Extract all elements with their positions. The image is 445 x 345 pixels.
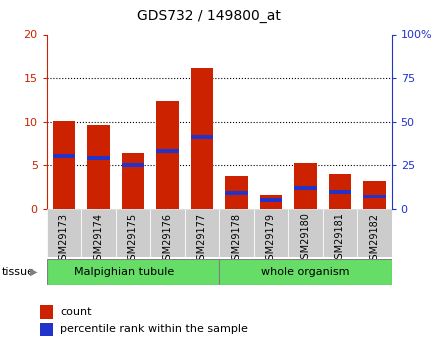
Bar xyxy=(219,259,392,285)
Bar xyxy=(40,305,53,319)
Bar xyxy=(225,177,247,209)
Bar xyxy=(329,190,351,194)
Bar xyxy=(323,209,357,257)
Bar xyxy=(357,209,392,257)
Bar xyxy=(156,149,178,153)
Text: GSM29181: GSM29181 xyxy=(335,213,345,265)
Bar xyxy=(53,155,75,158)
Bar xyxy=(225,191,247,195)
Text: GSM29174: GSM29174 xyxy=(93,213,103,266)
Bar xyxy=(47,209,81,257)
Bar xyxy=(116,209,150,257)
Bar xyxy=(254,209,288,257)
Bar xyxy=(260,195,282,209)
Text: GSM29180: GSM29180 xyxy=(300,213,310,265)
Text: GSM29173: GSM29173 xyxy=(59,213,69,266)
Bar xyxy=(122,153,144,209)
Text: whole organism: whole organism xyxy=(261,267,350,277)
Bar xyxy=(191,135,213,139)
Bar xyxy=(260,198,282,202)
Text: count: count xyxy=(60,307,92,317)
Text: ▶: ▶ xyxy=(30,267,38,276)
Bar xyxy=(87,125,109,209)
Bar xyxy=(294,186,316,190)
Text: GSM29176: GSM29176 xyxy=(162,213,172,266)
Bar xyxy=(294,162,316,209)
Text: GSM29177: GSM29177 xyxy=(197,213,207,266)
Text: tissue: tissue xyxy=(2,267,35,276)
Bar xyxy=(150,209,185,257)
Bar xyxy=(363,195,385,198)
Bar xyxy=(40,323,53,336)
Bar xyxy=(219,209,254,257)
Text: percentile rank within the sample: percentile rank within the sample xyxy=(60,325,248,334)
Bar xyxy=(47,259,219,285)
Bar xyxy=(81,209,116,257)
Bar xyxy=(191,68,213,209)
Text: GSM29178: GSM29178 xyxy=(231,213,241,266)
Bar xyxy=(122,163,144,167)
Bar xyxy=(363,181,385,209)
Text: GSM29175: GSM29175 xyxy=(128,213,138,266)
Bar xyxy=(156,101,178,209)
Bar xyxy=(329,174,351,209)
Bar xyxy=(185,209,219,257)
Bar xyxy=(53,121,75,209)
Text: Malpighian tubule: Malpighian tubule xyxy=(74,267,174,277)
Text: GSM29182: GSM29182 xyxy=(369,213,379,266)
Text: GDS732 / 149800_at: GDS732 / 149800_at xyxy=(137,9,281,23)
Bar xyxy=(87,156,109,160)
Text: GSM29179: GSM29179 xyxy=(266,213,276,266)
Bar xyxy=(288,209,323,257)
